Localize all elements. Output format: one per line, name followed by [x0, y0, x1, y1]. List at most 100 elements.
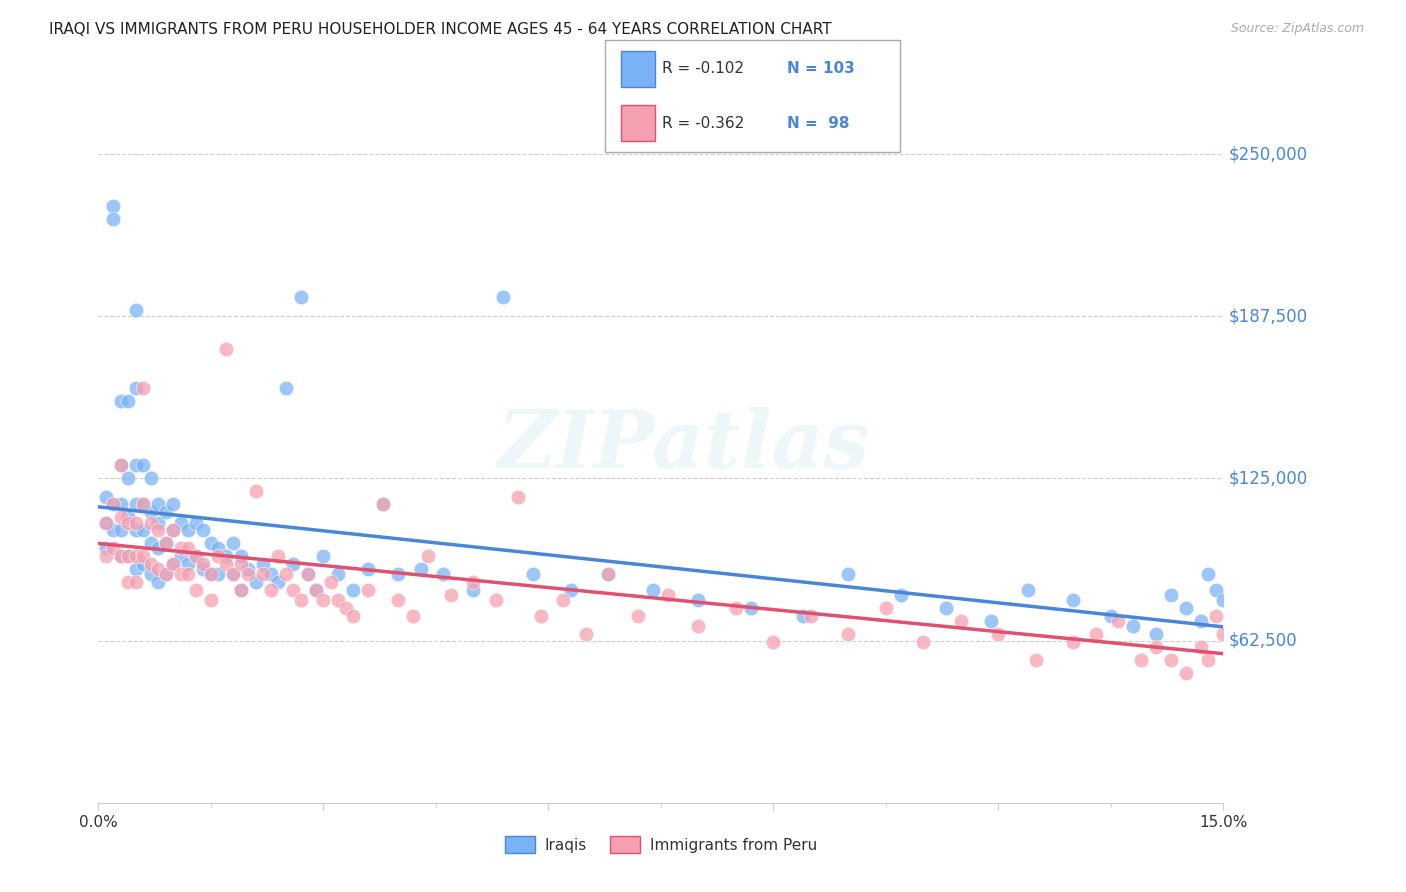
Point	[132, 458, 155, 473]
Point	[1241, 640, 1264, 654]
Point	[139, 471, 162, 485]
Point	[193, 562, 215, 576]
Point	[373, 497, 395, 511]
Point	[94, 549, 117, 564]
Point	[875, 601, 897, 615]
Point	[252, 567, 274, 582]
Point	[357, 562, 380, 576]
Point	[1197, 653, 1219, 667]
Point	[1017, 582, 1039, 597]
Point	[463, 582, 485, 597]
Point	[1099, 609, 1122, 624]
Point	[319, 575, 342, 590]
Point	[132, 557, 155, 571]
Point	[267, 575, 290, 590]
Point	[1025, 653, 1047, 667]
Point	[207, 567, 229, 582]
Point	[1062, 593, 1084, 607]
Point	[373, 497, 395, 511]
Point	[575, 627, 598, 641]
Point	[1234, 627, 1257, 641]
Point	[342, 609, 364, 624]
Point	[222, 567, 245, 582]
Point	[1084, 627, 1107, 641]
Point	[162, 557, 184, 571]
Point	[184, 516, 207, 530]
Point	[170, 549, 193, 564]
Point	[184, 549, 207, 564]
Point	[110, 458, 132, 473]
Point	[1212, 627, 1234, 641]
Point	[148, 541, 170, 556]
Point	[125, 302, 148, 317]
Point	[170, 541, 193, 556]
Point	[357, 582, 380, 597]
Point	[148, 516, 170, 530]
Point	[522, 567, 544, 582]
Text: R = -0.362: R = -0.362	[662, 116, 744, 130]
Point	[125, 381, 148, 395]
Point	[792, 609, 814, 624]
Point	[290, 593, 312, 607]
Point	[890, 588, 912, 602]
Point	[110, 524, 132, 538]
Point	[155, 536, 177, 550]
Point	[1272, 627, 1295, 641]
Point	[387, 593, 409, 607]
Point	[935, 601, 957, 615]
Point	[229, 582, 252, 597]
Point	[139, 505, 162, 519]
Point	[110, 549, 132, 564]
Point	[335, 601, 357, 615]
Point	[155, 505, 177, 519]
Point	[657, 588, 679, 602]
Point	[132, 497, 155, 511]
Point	[139, 557, 162, 571]
Text: $187,500: $187,500	[1229, 307, 1308, 326]
Point	[1219, 645, 1241, 659]
Point	[184, 582, 207, 597]
Point	[440, 588, 463, 602]
Point	[627, 609, 650, 624]
Point	[125, 549, 148, 564]
Point	[245, 484, 267, 499]
Point	[155, 567, 177, 582]
Point	[688, 619, 710, 633]
Point	[1212, 593, 1234, 607]
Point	[598, 567, 620, 582]
Point	[283, 582, 305, 597]
Point	[139, 567, 162, 582]
Point	[409, 562, 432, 576]
Point	[1189, 614, 1212, 628]
Point	[132, 497, 155, 511]
Point	[980, 614, 1002, 628]
Point	[643, 582, 665, 597]
Point	[103, 497, 125, 511]
Point	[215, 342, 238, 356]
Point	[110, 510, 132, 524]
Legend: Iraqis, Immigrants from Peru: Iraqis, Immigrants from Peru	[499, 830, 823, 859]
Point	[290, 290, 312, 304]
Point	[305, 582, 328, 597]
Text: N =  98: N = 98	[787, 116, 849, 130]
Point	[103, 541, 125, 556]
Point	[193, 524, 215, 538]
Point	[1234, 653, 1257, 667]
Point	[463, 575, 485, 590]
Point	[103, 497, 125, 511]
Point	[238, 567, 260, 582]
Point	[110, 458, 132, 473]
Point	[155, 567, 177, 582]
Point	[215, 557, 238, 571]
Text: ZIPatlas: ZIPatlas	[498, 408, 869, 484]
Point	[297, 567, 319, 582]
Point	[837, 567, 859, 582]
Point	[837, 627, 859, 641]
Point	[252, 557, 274, 571]
Point	[1197, 567, 1219, 582]
Point	[432, 567, 454, 582]
Point	[125, 458, 148, 473]
Point	[162, 524, 184, 538]
Point	[328, 593, 350, 607]
Point	[184, 549, 207, 564]
